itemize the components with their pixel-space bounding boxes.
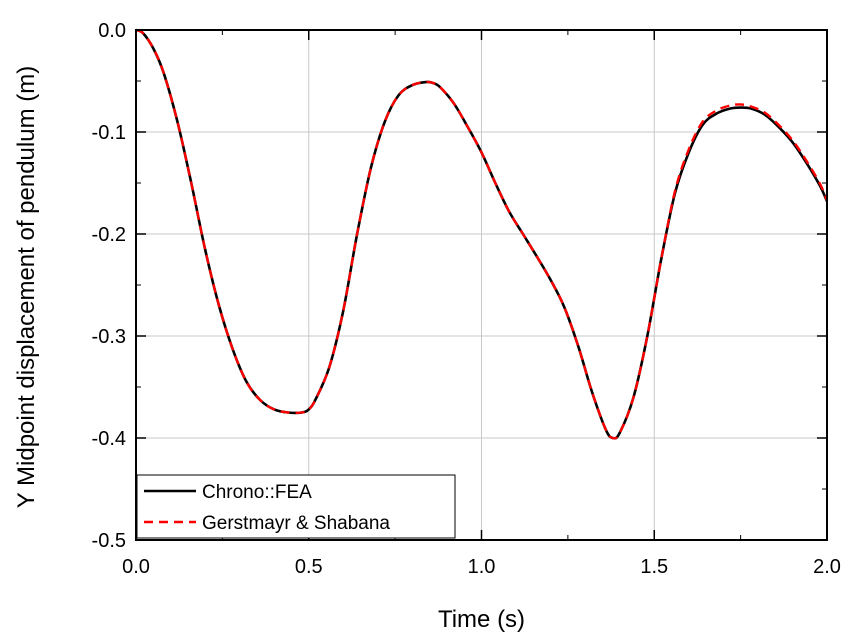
x-tick-label: 1.0 — [468, 556, 496, 578]
tick-labels: 0.0 0.5 1.0 1.5 2.0 0.0 -0.1 -0.2 -0.3 -0.4 -0.5 — [92, 20, 841, 578]
legend: Chrono::FEA Gerstmayr & Shabana — [136, 474, 456, 539]
x-tick-label: 0.5 — [295, 556, 323, 578]
series-lines — [135, 28, 829, 440]
y-tick-label: -0.4 — [92, 428, 126, 450]
x-tick-label: 1.5 — [640, 556, 668, 578]
x-axis-title: Time (s) — [438, 606, 525, 633]
grid — [136, 30, 827, 540]
y-axis-title: Y Midpoint displacement of pendulum (m) — [13, 66, 40, 508]
y-tick-label: -0.3 — [92, 326, 126, 348]
y-tick-label: -0.5 — [92, 530, 126, 552]
y-tick-label: -0.2 — [92, 224, 126, 246]
series-line-gerstmayr-shabana — [135, 28, 829, 440]
x-tick-label: 2.0 — [813, 556, 841, 578]
legend-label-chrono-fea: Chrono::FEA — [202, 482, 312, 503]
y-tick-label: -0.1 — [92, 122, 126, 144]
y-tick-label: 0.0 — [98, 20, 126, 42]
legend-label-gerstmayr-shabana: Gerstmayr & Shabana — [202, 513, 390, 534]
legend-box — [136, 474, 456, 539]
x-tick-label: 0.0 — [122, 556, 150, 578]
